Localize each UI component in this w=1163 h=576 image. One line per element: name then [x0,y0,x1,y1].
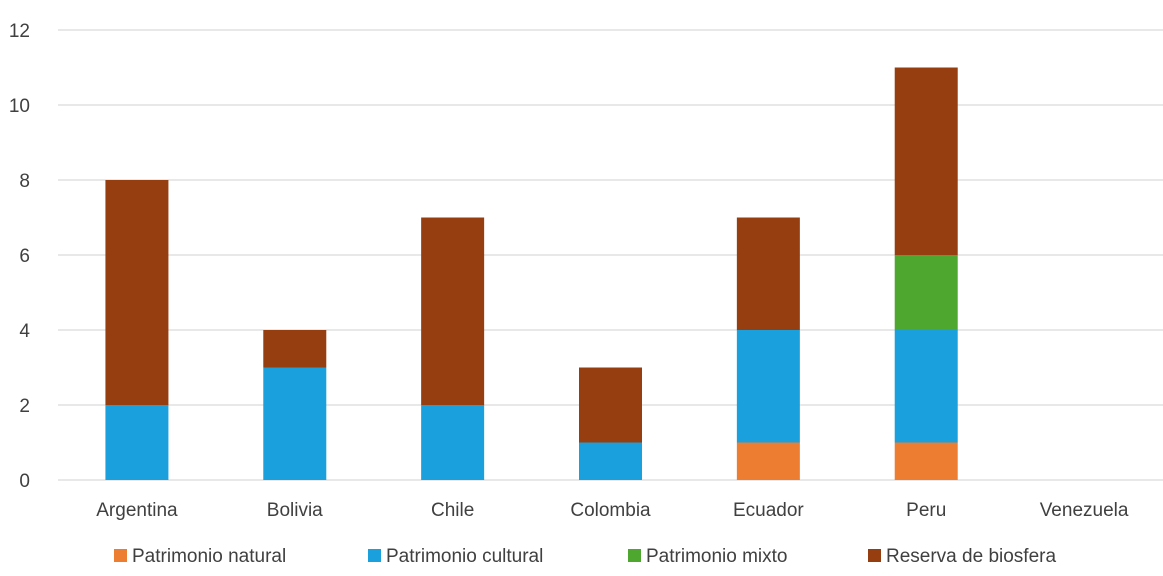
bars [105,67,958,480]
bar-segment-reserva-de-biosfera [421,217,485,405]
bar-segment-patrimonio-mixto [894,255,958,330]
bar-segment-reserva-de-biosfera [105,180,169,405]
bar-segment-patrimonio-cultural [105,405,169,480]
legend-label: Patrimonio natural [132,546,286,567]
bar-segment-patrimonio-cultural [421,405,485,480]
legend-item-patrimonio-natural: Patrimonio natural [114,546,286,567]
x-category-label: Colombia [570,500,651,521]
bar-segment-reserva-de-biosfera [263,330,327,368]
bar-stack-peru [894,67,958,480]
legend-swatch [114,549,127,562]
bar-segment-reserva-de-biosfera [579,367,642,443]
legend: Patrimonio natural Patrimonio cultural Pat… [114,546,1056,567]
bar-segment-reserva-de-biosfera [736,217,800,330]
x-category-label: Venezuela [1040,500,1129,521]
bar-stack-chile [421,217,485,480]
y-tick-label: 12 [9,21,30,42]
bar-segment-patrimonio-natural [894,442,958,480]
legend-swatch [628,549,641,562]
legend-swatch [868,549,881,562]
legend-swatch [368,549,381,562]
y-tick-label: 6 [19,246,30,267]
legend-label: Patrimonio cultural [386,546,543,567]
x-category-label: Argentina [96,500,178,521]
x-category-label: Chile [431,500,474,521]
legend-label: Reserva de biosfera [886,546,1056,567]
y-axis-tick-labels: 0 2 4 6 8 10 12 [9,21,31,492]
bar-segment-patrimonio-natural [736,442,800,480]
bar-stack-ecuador [736,217,800,480]
legend-item-reserva-de-biosfera: Reserva de biosfera [868,546,1056,567]
y-tick-label: 4 [19,321,30,342]
bar-segment-patrimonio-cultural [894,330,958,443]
x-category-label: Peru [906,500,946,521]
bar-segment-patrimonio-cultural [579,442,642,480]
bar-stack-colombia [579,367,642,480]
bar-segment-patrimonio-cultural [263,367,327,480]
y-tick-label: 10 [9,96,30,117]
x-category-label: Bolivia [267,500,323,521]
gridlines [58,29,1163,481]
bar-segment-patrimonio-cultural [736,330,800,443]
bar-segment-reserva-de-biosfera [894,67,958,255]
bar-stack-bolivia [263,330,327,480]
y-tick-label: 0 [19,471,30,492]
y-tick-label: 2 [19,396,30,417]
x-category-label: Ecuador [733,500,804,521]
y-tick-label: 8 [19,171,30,192]
legend-label: Patrimonio mixto [646,546,788,567]
legend-item-patrimonio-cultural: Patrimonio cultural [368,546,543,567]
legend-item-patrimonio-mixto: Patrimonio mixto [628,546,788,567]
bar-stack-argentina [105,180,169,480]
x-axis-category-labels: Argentina Bolivia Chile Colombia Ecuador Peru… [96,500,1129,521]
